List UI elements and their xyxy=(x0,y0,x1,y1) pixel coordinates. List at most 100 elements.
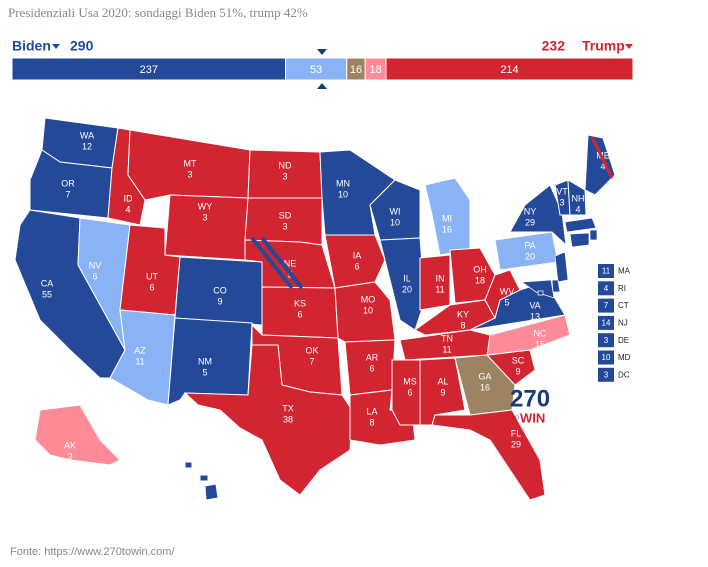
state[interactable] xyxy=(369,179,421,241)
small-state-box[interactable] xyxy=(598,350,614,365)
logo-to: TO xyxy=(512,415,519,421)
state-abbr: NM xyxy=(198,356,212,366)
state-abbr: NE xyxy=(284,258,297,268)
small-state-box[interactable] xyxy=(598,264,614,278)
state-abbr: MO xyxy=(361,294,376,304)
state-votes: 4 xyxy=(193,489,198,499)
dropdown-icon[interactable] xyxy=(625,44,633,49)
state[interactable] xyxy=(584,134,616,196)
state-abbr: NY xyxy=(524,206,537,216)
state[interactable] xyxy=(486,314,571,356)
state-votes: 13 xyxy=(530,311,540,321)
small-state-abbr: MD xyxy=(618,353,631,362)
state[interactable] xyxy=(183,344,353,496)
state-abbr: NV xyxy=(89,260,102,270)
small-state-box[interactable] xyxy=(598,298,614,313)
small-state-box[interactable] xyxy=(598,333,614,348)
state-votes: 4 xyxy=(575,204,580,214)
state[interactable] xyxy=(484,269,521,320)
state-abbr: PA xyxy=(524,240,535,250)
logo-number: 270 xyxy=(510,385,550,412)
state[interactable] xyxy=(537,290,544,296)
small-state-box[interactable] xyxy=(598,281,614,296)
small-state-abbr: DE xyxy=(618,336,629,345)
state[interactable] xyxy=(569,232,590,248)
state-votes: 4 xyxy=(125,204,130,214)
state-votes: 11 xyxy=(442,344,451,354)
state[interactable] xyxy=(391,359,421,426)
state[interactable] xyxy=(454,354,516,416)
state-abbr: ID xyxy=(124,193,134,203)
small-state-votes: 4 xyxy=(604,284,609,293)
small-state-abbr: RI xyxy=(618,284,626,293)
source: Fonte: https://www.270towin.com/ xyxy=(10,546,175,558)
state[interactable] xyxy=(521,279,555,299)
state-abbr: MN xyxy=(336,178,350,188)
state[interactable] xyxy=(567,179,587,216)
small-state-votes: 14 xyxy=(602,319,611,328)
state-abbr: MS xyxy=(403,376,417,386)
page-title: Presidenziali Usa 2020: sondaggi Biden 5… xyxy=(8,5,308,20)
state-votes: 7 xyxy=(65,189,70,199)
state-votes: 8 xyxy=(460,320,465,330)
state-votes: 3 xyxy=(67,451,72,461)
state-abbr: TN xyxy=(441,333,453,343)
state[interactable] xyxy=(324,234,386,289)
state-votes: 3 xyxy=(559,197,564,207)
state-abbr: WV xyxy=(500,286,515,296)
state-abbr: ME xyxy=(596,150,610,160)
state-votes: 6 xyxy=(369,363,374,373)
state-abbr: LA xyxy=(366,406,377,416)
small-state-box[interactable] xyxy=(598,367,614,382)
small-state-votes: 11 xyxy=(602,267,611,276)
state-votes: 3 xyxy=(282,171,287,181)
state-votes: 10 xyxy=(338,189,348,199)
state[interactable] xyxy=(319,149,396,236)
state[interactable] xyxy=(34,404,121,466)
small-state-votes: 7 xyxy=(604,301,609,310)
state-abbr: VT xyxy=(556,186,568,196)
state-votes: 11 xyxy=(435,284,444,294)
state-abbr: AZ xyxy=(134,345,146,355)
state-abbr: MI xyxy=(442,213,452,223)
state-votes: 6 xyxy=(297,309,302,319)
state-abbr: FL xyxy=(511,428,522,438)
state-abbr: OR xyxy=(61,178,75,188)
tally-label: 237 xyxy=(140,64,158,76)
state[interactable] xyxy=(184,461,219,501)
state-abbr: NH xyxy=(572,193,585,203)
state-abbr: KY xyxy=(457,309,469,319)
state[interactable] xyxy=(431,409,546,501)
small-state-abbr: CT xyxy=(618,301,629,310)
left-candidate[interactable]: Biden xyxy=(12,38,51,54)
state-abbr: AL xyxy=(437,376,448,386)
right-candidate[interactable]: Trump xyxy=(582,38,625,54)
dropdown-icon[interactable] xyxy=(52,44,60,49)
state-votes: 3 xyxy=(282,221,287,231)
small-state-box[interactable] xyxy=(598,315,614,330)
midpoint-marker xyxy=(317,49,327,55)
state-votes: 29 xyxy=(525,217,535,227)
tally-label: 53 xyxy=(310,64,322,76)
state[interactable] xyxy=(564,217,597,233)
state-votes: 16 xyxy=(442,224,452,234)
state-votes: 6 xyxy=(149,282,154,292)
state-abbr: VA xyxy=(529,300,540,310)
state-votes: 4 xyxy=(600,161,605,171)
state-votes: 6 xyxy=(354,261,359,271)
state-votes: 10 xyxy=(363,305,373,315)
state[interactable] xyxy=(589,229,598,241)
state[interactable] xyxy=(554,251,569,283)
state-votes: 12 xyxy=(82,141,92,151)
state-abbr: SC xyxy=(512,355,525,365)
state-votes: 55 xyxy=(42,289,52,299)
right-total: 232 xyxy=(542,38,566,54)
state-votes: 5 xyxy=(202,367,207,377)
state-abbr: UT xyxy=(146,271,158,281)
state-votes: 11 xyxy=(135,356,144,366)
logo-win: WIN xyxy=(520,410,545,425)
tally-segment xyxy=(385,57,634,81)
state-abbr: ND xyxy=(279,160,292,170)
